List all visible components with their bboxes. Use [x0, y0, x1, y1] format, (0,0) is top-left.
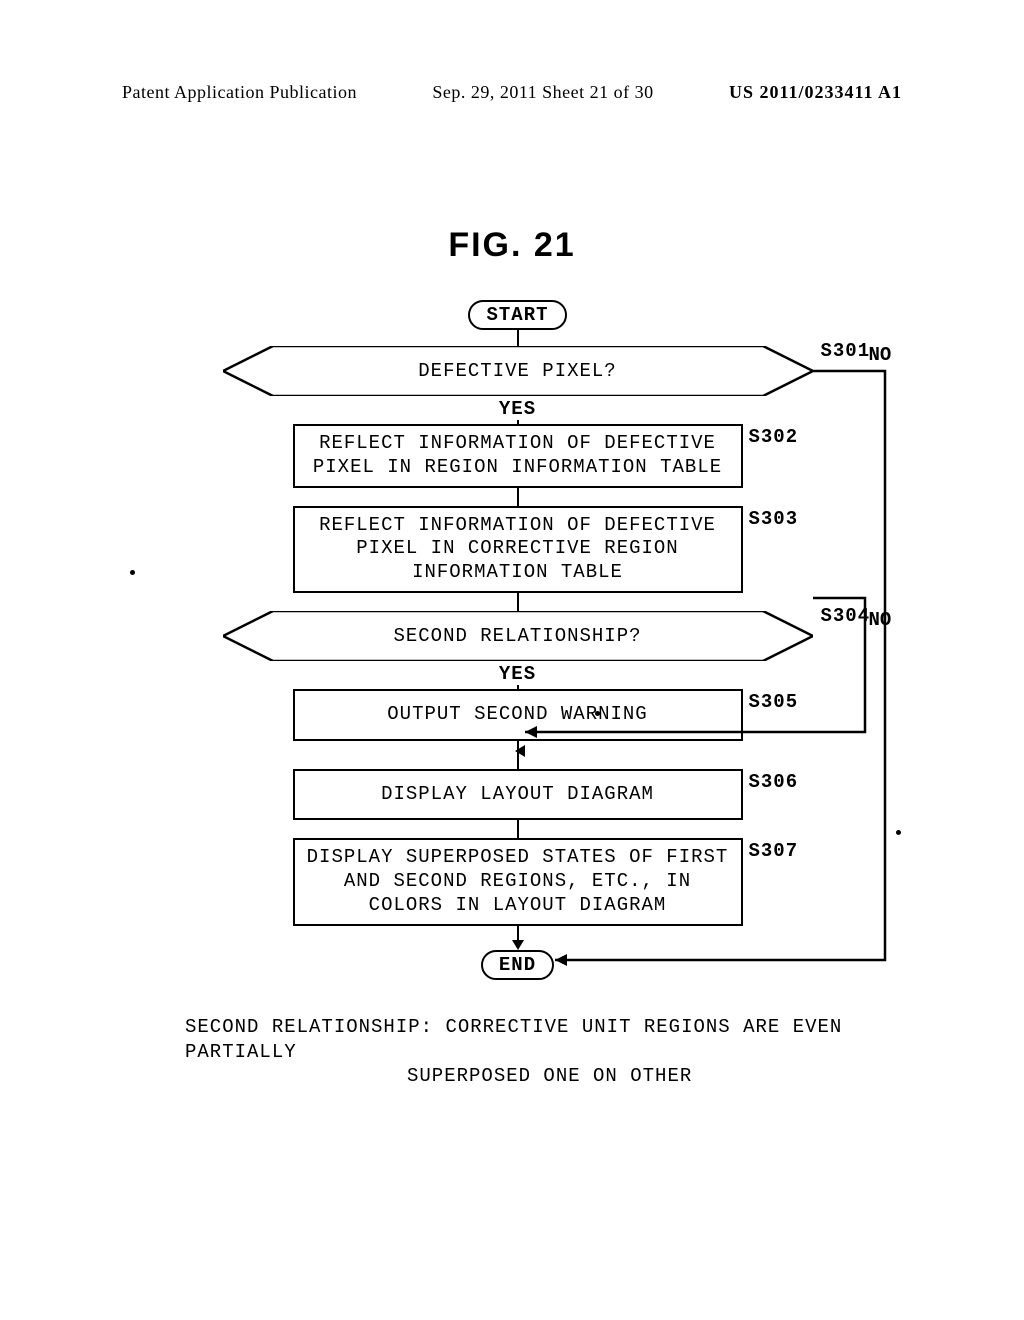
dot-artifact — [130, 570, 135, 575]
yes-label-s301: YES — [185, 398, 850, 420]
arrowhead-down-icon — [512, 940, 524, 950]
footnote-line1: SECOND RELATIONSHIP: CORRECTIVE UNIT REG… — [185, 1015, 865, 1064]
step-label-s306: S306 — [749, 771, 799, 795]
flowchart: START DEFECTIVE PIXEL? S301 NO YES REFLE… — [185, 300, 850, 980]
decision-s301-text: DEFECTIVE PIXEL? — [223, 346, 813, 396]
footnote-line2: SUPERPOSED ONE ON OTHER — [185, 1064, 865, 1089]
step-label-s303: S303 — [749, 508, 799, 532]
page-header: Patent Application Publication Sep. 29, … — [0, 82, 1024, 103]
decision-s301-row: DEFECTIVE PIXEL? S301 NO — [185, 346, 850, 396]
decision-s301: DEFECTIVE PIXEL? S301 NO — [223, 346, 813, 396]
process-s305-text: OUTPUT SECOND WARNING — [387, 703, 647, 725]
header-mid: Sep. 29, 2011 Sheet 21 of 30 — [432, 82, 653, 103]
process-s306: DISPLAY LAYOUT DIAGRAM S306 — [293, 769, 743, 821]
terminal-end: END — [481, 950, 554, 980]
process-s306-row: DISPLAY LAYOUT DIAGRAM S306 — [185, 769, 850, 821]
process-s302: REFLECT INFORMATION OF DEFECTIVE PIXEL I… — [293, 424, 743, 488]
process-s303-text: REFLECT INFORMATION OF DEFECTIVE PIXEL I… — [319, 514, 716, 584]
step-label-s307: S307 — [749, 840, 799, 864]
step-label-s301: S301 — [821, 340, 871, 362]
terminal-start: START — [468, 300, 566, 330]
no-label-s301: NO — [869, 344, 892, 366]
figure-title: FIG. 21 — [0, 226, 1024, 265]
page: Patent Application Publication Sep. 29, … — [0, 0, 1024, 1320]
process-s305-row: OUTPUT SECOND WARNING S305 — [185, 689, 850, 741]
process-s307: DISPLAY SUPERPOSED STATES OF FIRST AND S… — [293, 838, 743, 925]
arrowhead-left-icon — [515, 745, 525, 757]
process-s302-text: REFLECT INFORMATION OF DEFECTIVE PIXEL I… — [313, 432, 722, 478]
process-s307-text: DISPLAY SUPERPOSED STATES OF FIRST AND S… — [307, 846, 729, 916]
process-s303-row: REFLECT INFORMATION OF DEFECTIVE PIXEL I… — [185, 506, 850, 593]
step-label-s304: S304 — [821, 605, 871, 627]
decision-s304-row: SECOND RELATIONSHIP? S304 NO — [185, 611, 850, 661]
terminal-end-row: END — [185, 950, 850, 980]
header-right: US 2011/0233411 A1 — [729, 82, 902, 103]
merge-row — [185, 751, 850, 761]
connector — [517, 926, 519, 940]
connector — [517, 330, 519, 346]
footnote: SECOND RELATIONSHIP: CORRECTIVE UNIT REG… — [185, 1015, 865, 1089]
connector — [517, 593, 519, 611]
terminal-start-row: START — [185, 300, 850, 330]
decision-s304: SECOND RELATIONSHIP? S304 NO — [223, 611, 813, 661]
process-s303: REFLECT INFORMATION OF DEFECTIVE PIXEL I… — [293, 506, 743, 593]
connector — [517, 761, 519, 769]
process-s307-row: DISPLAY SUPERPOSED STATES OF FIRST AND S… — [185, 838, 850, 925]
decision-s304-text: SECOND RELATIONSHIP? — [223, 611, 813, 661]
dot-artifact — [595, 711, 600, 716]
dot-artifact — [896, 830, 901, 835]
process-s305: OUTPUT SECOND WARNING S305 — [293, 689, 743, 741]
connector — [517, 488, 519, 506]
connector — [517, 751, 519, 761]
process-s302-row: REFLECT INFORMATION OF DEFECTIVE PIXEL I… — [185, 424, 850, 488]
header-left: Patent Application Publication — [122, 82, 357, 103]
step-label-s305: S305 — [749, 691, 799, 715]
step-label-s302: S302 — [749, 426, 799, 450]
process-s306-text: DISPLAY LAYOUT DIAGRAM — [381, 783, 654, 805]
no-label-s304: NO — [869, 609, 892, 631]
yes-label-s304: YES — [185, 663, 850, 685]
connector — [517, 820, 519, 838]
